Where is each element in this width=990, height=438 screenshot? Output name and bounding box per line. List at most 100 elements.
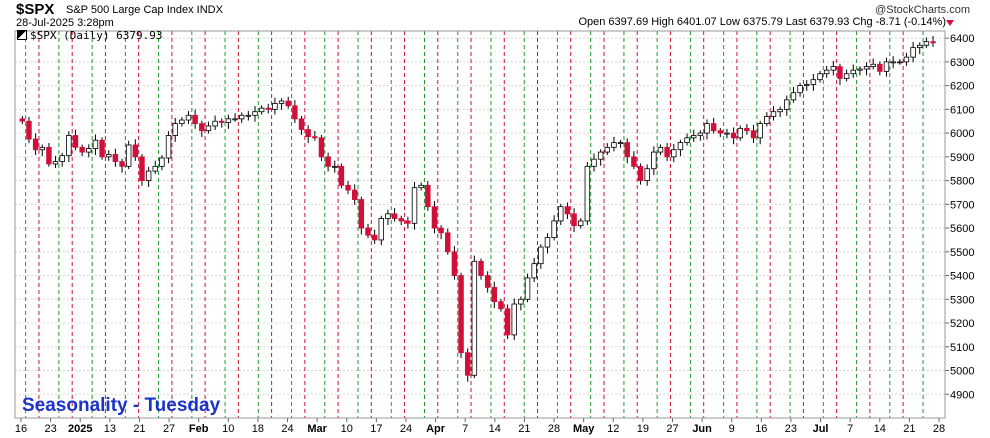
candle-down [877, 63, 883, 72]
y-tick-label: 5500 [950, 247, 974, 259]
candle-up [910, 47, 916, 58]
candle-up [737, 127, 743, 139]
candle-down [305, 129, 311, 138]
x-tick-label: 24 [281, 423, 293, 435]
candle-up [644, 168, 650, 181]
symbol-name: S&P 500 Large Cap Index INDX [66, 4, 223, 16]
candle-down [571, 213, 577, 227]
candle-legend-icon [17, 30, 27, 40]
candle-up [657, 146, 664, 153]
candle-up [106, 154, 112, 158]
candle-up [690, 135, 697, 139]
candle-up [850, 69, 856, 75]
candle-down [199, 123, 205, 132]
x-tick-label: 7 [462, 423, 468, 435]
candle-up [857, 68, 863, 71]
x-tick-label: 28 [548, 423, 560, 435]
candle-up [238, 114, 245, 120]
x-tick-label: 10 [341, 423, 353, 435]
candlesticks [19, 35, 936, 382]
candle-down [265, 107, 272, 110]
y-tick-label: 6100 [950, 104, 974, 116]
candle-up [212, 120, 218, 127]
candle-up [684, 137, 690, 143]
candle-up [518, 298, 524, 305]
candle-up [245, 114, 252, 117]
candle-up [677, 142, 684, 151]
candle-up [39, 146, 45, 151]
candle-down [26, 120, 32, 140]
candle-down [438, 227, 444, 234]
candle-down [431, 206, 438, 229]
candle-down [498, 301, 504, 310]
candle-down [298, 118, 305, 130]
down-arrow-icon [946, 20, 954, 26]
candle-up [591, 158, 597, 167]
candle-up [797, 85, 803, 94]
candle-down [710, 123, 717, 132]
candle-up [225, 118, 232, 123]
candle-up [804, 84, 810, 87]
y-tick-label: 5900 [950, 152, 974, 164]
candle-down [744, 127, 750, 132]
candle-up [757, 123, 763, 139]
x-tick-label: 9 [729, 423, 735, 435]
candle-up [770, 111, 777, 117]
candle-up [551, 220, 557, 238]
candle-down [338, 165, 345, 186]
y-tick-label: 5300 [950, 294, 974, 306]
candle-down [837, 66, 843, 79]
candle-down [219, 120, 225, 123]
quote-summary: Open 6397.69 High 6401.07 Low 6375.79 La… [578, 16, 946, 28]
candle-up [278, 100, 285, 104]
candle-up [903, 56, 910, 63]
series-legend-label: $SPX (Daily) 6379.93 [30, 29, 163, 42]
x-tick-label: 7 [847, 423, 853, 435]
candle-up [604, 146, 611, 153]
candle-down [730, 132, 737, 139]
candle-down [624, 142, 630, 158]
candle-up [86, 148, 92, 153]
candle-down [750, 130, 757, 139]
candle-up [577, 220, 584, 227]
x-tick-label: 12 [607, 423, 619, 435]
plot-border [14, 30, 946, 419]
y-tick-label: 5400 [950, 271, 974, 283]
candle-up [651, 151, 657, 170]
x-tick-label: 16 [15, 423, 27, 435]
candle-down [19, 118, 26, 122]
candle-up [524, 277, 531, 300]
x-tick-label: 24 [400, 423, 412, 435]
candle-up [411, 187, 418, 224]
candle-up [863, 66, 870, 70]
candle-up [817, 73, 823, 81]
candle-up [830, 66, 837, 71]
candle-down [464, 352, 471, 376]
candle-up [152, 165, 158, 172]
y-axis: 4900 5000 5100 5200 5300 5400 5500 5600 5700 5800… [945, 33, 974, 401]
candle-down [99, 139, 105, 158]
candle-up [597, 151, 604, 160]
candle-up [125, 144, 132, 167]
candle-down [318, 137, 325, 158]
candle-down [112, 154, 119, 162]
candle-up [185, 114, 192, 121]
candle-up [764, 116, 770, 124]
x-tick-label: 28 [933, 423, 945, 435]
candle-up [558, 206, 564, 222]
seasonality-annotation: Seasonality - Tuesday [22, 395, 221, 416]
candle-down [405, 220, 411, 224]
candle-up [883, 61, 890, 72]
candle-down [637, 165, 644, 181]
candle-up [92, 139, 99, 149]
x-tick-label: 23 [785, 423, 797, 435]
candle-up [272, 103, 278, 110]
x-tick-label: 21 [903, 423, 915, 435]
candle-down [365, 227, 371, 236]
x-tick-label: 16 [755, 423, 767, 435]
candle-up [617, 142, 624, 144]
candle-down [79, 146, 85, 153]
symbol-title: $SPX [16, 1, 55, 18]
candle-down [285, 100, 291, 107]
